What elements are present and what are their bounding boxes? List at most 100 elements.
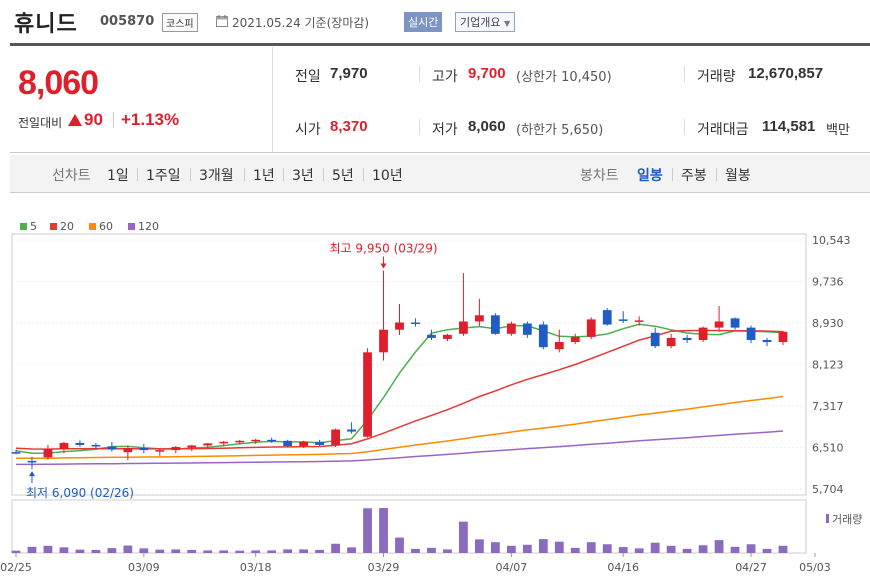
volume-bar: [11, 550, 21, 553]
volume-bar: [299, 549, 309, 553]
candle-body: [746, 327, 756, 340]
quote-bottom-divider: [10, 152, 870, 153]
low-label: 저가: [432, 122, 458, 138]
change-label: 전일대비: [18, 116, 63, 130]
legend-ma5-swatch: [20, 223, 27, 230]
period-10y[interactable]: 10년: [372, 168, 403, 184]
y-tick-label: 5,704: [812, 483, 844, 496]
volume-bar: [363, 508, 372, 553]
realtime-button[interactable]: 실시간: [404, 12, 443, 32]
stock-code: 005870: [100, 14, 155, 29]
candle-weekly[interactable]: 주봉: [681, 168, 707, 184]
ma120-line: [16, 430, 784, 466]
candle-body: [11, 452, 21, 454]
candle-body: [235, 440, 245, 443]
period-1y[interactable]: 1년: [253, 168, 275, 184]
volume-bar: [347, 547, 356, 553]
high-annotation: 최고 9,950 (03/29): [330, 242, 438, 256]
chart-toolbar: [10, 155, 870, 193]
volume-bar: [522, 544, 532, 553]
candle-body: [538, 324, 548, 348]
x-tick-label: 02/25: [0, 561, 32, 574]
candle-body: [634, 320, 644, 322]
x-tick-label: 05/03: [799, 561, 831, 574]
volume-bar: [459, 521, 468, 553]
candle-body: [155, 450, 165, 452]
volume-bar: [379, 508, 388, 553]
change-value: 90: [84, 110, 103, 129]
high-value: 9,700: [468, 65, 506, 82]
candle-body: [522, 323, 532, 335]
candle-body: [459, 321, 468, 334]
low-annotation: 최저 6,090 (02/26): [26, 486, 134, 500]
x-tick-label: 04/27: [735, 561, 767, 574]
line-chart-label: 선차트: [52, 168, 91, 184]
price-chart[interactable]: 10,543 9,736 8,930 8,123 7,317 6,510 5,704 02/2…: [0, 230, 870, 588]
x-tick-label: 03/29: [368, 561, 400, 574]
x-tick-label: 03/18: [240, 561, 272, 574]
volume-bar: [315, 549, 324, 553]
toolbar-divider: [190, 168, 191, 181]
candle-body: [251, 439, 261, 442]
high-label: 고가: [432, 69, 458, 85]
volume-bar: [730, 546, 740, 553]
volume-bar: [746, 544, 756, 553]
period-5y[interactable]: 5년: [332, 168, 354, 184]
candle-body: [267, 439, 277, 442]
change-divider: [113, 112, 114, 128]
period-3m[interactable]: 3개월: [199, 168, 234, 184]
candle-chart-label: 봉차트: [580, 168, 619, 184]
lower-limit: (하한가 5,650): [516, 123, 604, 138]
volume-bar: [235, 550, 245, 553]
volume-bar: [475, 539, 484, 553]
candle-body: [411, 322, 420, 324]
candle-body: [379, 329, 388, 353]
volume-bar: [714, 540, 724, 553]
period-3y[interactable]: 3년: [292, 168, 314, 184]
y-tick-label: 10,543: [812, 234, 851, 247]
volume-bar: [267, 550, 277, 553]
volume-bar: [618, 547, 628, 553]
volume-bar: [155, 549, 165, 553]
low-value: 8,060: [468, 118, 506, 135]
y-tick-label: 8,930: [812, 317, 844, 330]
candle-body: [650, 332, 660, 347]
open-value: 8,370: [330, 118, 368, 135]
high-arrow-head: [380, 263, 387, 269]
period-1w[interactable]: 1주일: [146, 168, 181, 184]
volume-bar: [602, 544, 612, 553]
volume-bar: [395, 537, 404, 553]
volume-bar: [554, 541, 564, 553]
change-percent: +1.13%: [121, 110, 180, 129]
company-info-button[interactable]: 기업개요 ▼: [455, 12, 516, 32]
volume-bar: [203, 550, 213, 553]
volume-value: 12,670,857: [748, 65, 824, 82]
candle-body: [91, 444, 101, 447]
candle-body: [730, 318, 740, 328]
volume-bar: [411, 548, 420, 553]
toolbar-divider: [363, 168, 364, 181]
volume-bar: [650, 542, 660, 553]
volume-bar: [698, 545, 708, 553]
candle-body: [363, 352, 372, 437]
upper-limit: (상한가 10,450): [516, 70, 612, 85]
period-1d[interactable]: 1일: [107, 168, 129, 184]
volume-bar: [123, 545, 133, 553]
candle-body: [331, 429, 340, 445]
amount-value: 114,581: [762, 118, 816, 135]
y-tick-label: 9,736: [812, 276, 844, 289]
candle-body: [443, 334, 452, 339]
current-price: 8,060: [18, 64, 99, 102]
candle-body: [427, 334, 436, 338]
volume-legend-swatch: [826, 514, 829, 523]
toolbar-divider: [716, 168, 717, 181]
candle-daily[interactable]: 일봉: [637, 168, 663, 184]
y-tick-label: 8,123: [812, 359, 844, 372]
candle-monthly[interactable]: 월봉: [725, 168, 751, 184]
volume-bar: [682, 548, 692, 553]
volume-bar: [538, 539, 548, 553]
stat-divider: [419, 66, 420, 82]
volume-bar: [283, 549, 293, 553]
volume-bar: [59, 547, 69, 553]
candle-body: [283, 440, 293, 446]
